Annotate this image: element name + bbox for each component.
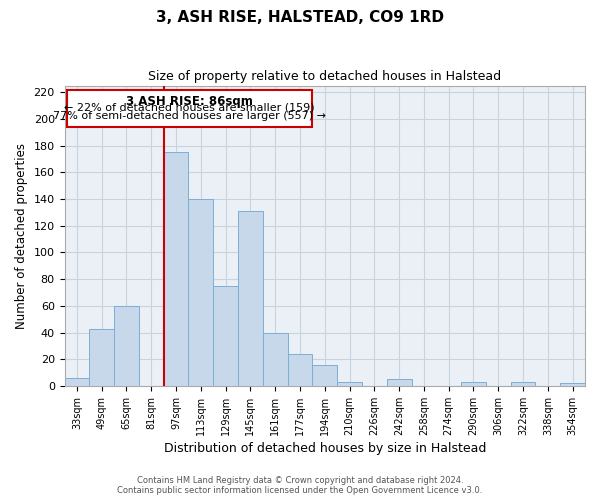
Bar (313, 364, 337, 386)
Bar (461, 382, 486, 386)
Bar (65, 378, 89, 386)
Bar (337, 382, 362, 386)
Text: ← 22% of detached houses are smaller (159): ← 22% of detached houses are smaller (15… (64, 103, 315, 113)
Bar (263, 332, 287, 386)
Y-axis label: Number of detached properties: Number of detached properties (15, 143, 28, 329)
Bar (511, 382, 535, 386)
Bar (387, 380, 412, 386)
Text: 3, ASH RISE, HALSTEAD, CO9 1RD: 3, ASH RISE, HALSTEAD, CO9 1RD (156, 10, 444, 25)
Bar (89, 328, 114, 386)
Bar (560, 384, 585, 386)
Bar (287, 354, 313, 386)
Bar (188, 199, 213, 386)
Text: Contains HM Land Registry data © Crown copyright and database right 2024.
Contai: Contains HM Land Registry data © Crown c… (118, 476, 482, 495)
Title: Size of property relative to detached houses in Halstead: Size of property relative to detached ho… (148, 70, 502, 83)
FancyBboxPatch shape (67, 90, 313, 127)
Text: 77% of semi-detached houses are larger (557) →: 77% of semi-detached houses are larger (… (53, 111, 326, 121)
Bar (238, 211, 263, 386)
X-axis label: Distribution of detached houses by size in Halstead: Distribution of detached houses by size … (164, 442, 486, 455)
Text: 3 ASH RISE: 86sqm: 3 ASH RISE: 86sqm (126, 95, 253, 108)
Bar (164, 152, 188, 386)
Bar (213, 286, 238, 386)
Bar (114, 306, 139, 386)
